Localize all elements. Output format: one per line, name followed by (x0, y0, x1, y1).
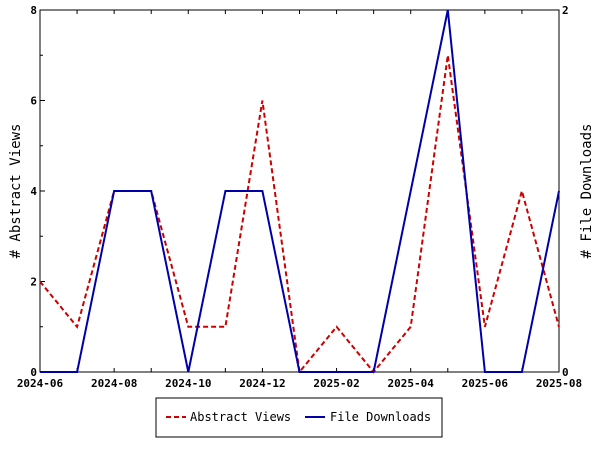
y-axis-left-title: # Abstract Views (8, 124, 24, 259)
y-axis-right: 02 (554, 4, 569, 379)
x-tick-label: 2025-06 (462, 377, 509, 390)
x-tick-label: 2024-06 (17, 377, 64, 390)
y-right-tick-label: 0 (562, 366, 569, 379)
series-layer (39, 9, 560, 375)
y-left-tick-label: 2 (30, 276, 37, 289)
legend-label-abstract-views: Abstract Views (190, 410, 291, 424)
legend: Abstract Views File Downloads (155, 397, 443, 438)
series-line-file-downloads (40, 9, 560, 373)
y-left-tick-label: 0 (30, 366, 37, 379)
x-tick-label: 2024-12 (239, 377, 285, 390)
x-tick-label: 2025-02 (313, 377, 359, 390)
x-tick-label: 2025-08 (536, 377, 582, 390)
x-tick-label: 2024-10 (165, 377, 211, 390)
x-tick-label: 2025-04 (388, 377, 435, 390)
y-axis-right-title: # File Downloads (579, 124, 595, 259)
y-left-tick-label: 8 (30, 4, 37, 17)
y-left-tick-label: 4 (30, 185, 37, 198)
x-tick-label: 2024-08 (91, 377, 137, 390)
x-axis: 2024-06 2024-08 2024-10 2024-12 2025-02 2025-… (17, 10, 582, 390)
y-axis-left: 0 2 4 6 8 (30, 4, 45, 379)
legend-label-file-downloads: File Downloads (330, 410, 431, 424)
y-right-tick-label: 2 (562, 4, 569, 17)
legend-box (155, 397, 443, 438)
y-left-tick-label: 6 (30, 95, 37, 108)
